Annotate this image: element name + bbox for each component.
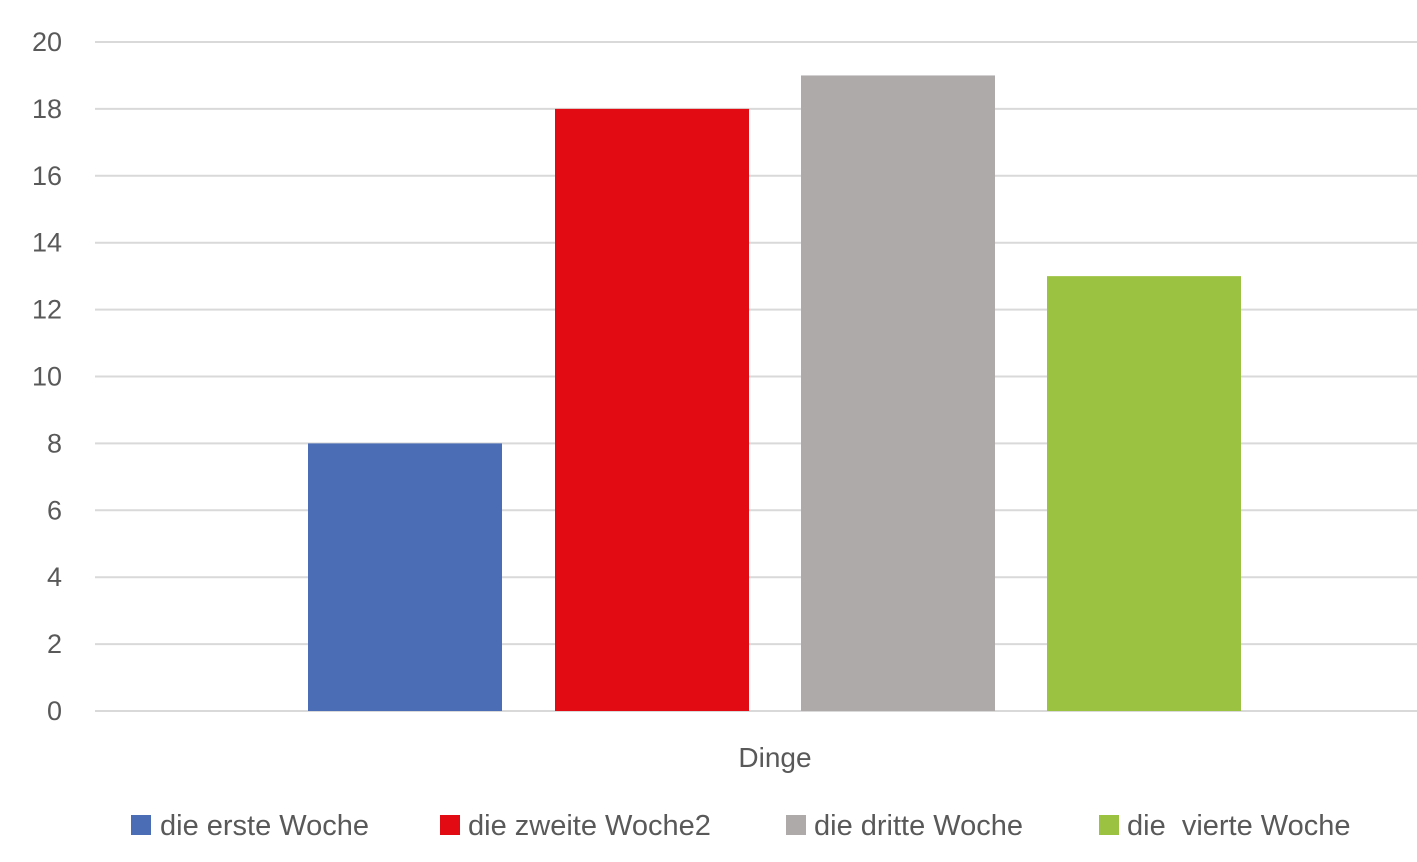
legend-item-die-vierte-woche: die vierte Woche [1099,810,1351,842]
y-tick-label-14: 14 [32,228,62,258]
x-axis-category-labels: Dinge [738,742,811,773]
legend-label-die-dritte-woche: die dritte Woche [814,810,1023,842]
legend-label-die-erste-woche: die erste Woche [160,810,369,842]
legend-label-die-zweite-woche2: die zweite Woche2 [468,810,711,842]
y-tick-label-20: 20 [32,27,62,57]
y-tick-label-12: 12 [32,295,62,325]
y-tick-label-4: 4 [47,562,62,592]
y-tick-label-2: 2 [47,629,62,659]
y-tick-label-8: 8 [47,428,62,458]
y-tick-label-0: 0 [47,696,62,726]
x-category-label-dinge: Dinge [738,742,811,773]
legend-swatch-die-dritte-woche [786,815,806,835]
legend-swatch-die-vierte-woche [1099,815,1119,835]
legend: die erste Woche die zweite Woche2 die drit… [131,810,1351,842]
legend-swatch-die-erste-woche [131,815,151,835]
bar-die-dritte-woche [801,75,995,711]
bar-die-erste-woche [308,443,502,711]
legend-item-die-dritte-woche: die dritte Woche [786,810,1023,842]
y-axis-tick-labels: 0 2 4 6 8 10 12 14 16 18 20 [32,27,62,726]
legend-item-die-erste-woche: die erste Woche [131,810,369,842]
legend-label-die-vierte-woche: die vierte Woche [1127,810,1351,842]
bars [308,75,1241,711]
y-tick-label-10: 10 [32,362,62,392]
y-tick-label-18: 18 [32,94,62,124]
y-tick-label-6: 6 [47,495,62,525]
legend-item-die-zweite-woche2: die zweite Woche2 [440,810,711,842]
legend-swatch-die-zweite-woche2 [440,815,460,835]
y-tick-label-16: 16 [32,161,62,191]
bar-die-vierte-woche [1047,276,1241,711]
bar-die-zweite-woche2 [555,108,749,711]
